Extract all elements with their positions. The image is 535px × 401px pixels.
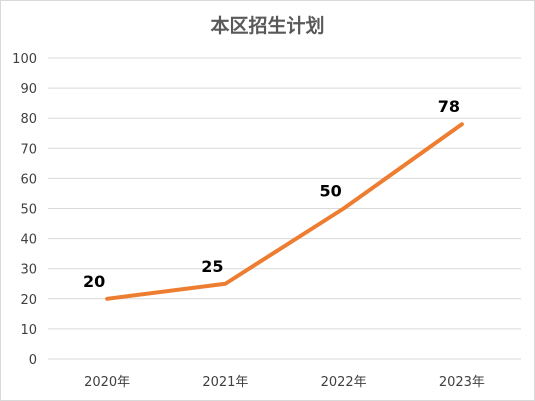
chart-title: 本区招生计划 [210, 15, 325, 37]
y-tick-label: 60 [20, 172, 37, 187]
gridlines [48, 57, 521, 360]
x-axis-tick-labels: 2020年 2021年 2022年 2023年 [84, 375, 485, 390]
y-tick-label: 80 [20, 112, 37, 127]
y-tick-label: 50 [20, 203, 37, 218]
y-tick-label: 30 [20, 263, 37, 278]
y-tick-label: 10 [20, 323, 37, 338]
y-tick-label: 90 [20, 82, 37, 97]
y-tick-label: 40 [20, 233, 37, 248]
y-tick-label: 70 [20, 142, 37, 157]
series-line [105, 122, 464, 301]
y-tick-label: 0 [29, 353, 37, 368]
data-labels: 20 25 50 78 [83, 97, 460, 291]
data-label: 50 [319, 182, 341, 201]
y-tick-label: 100 [12, 52, 37, 67]
x-tick-label: 2022年 [321, 375, 367, 390]
y-axis-tick-labels: 0 10 20 30 40 50 60 70 80 90 100 [12, 52, 37, 368]
x-tick-label: 2021年 [202, 375, 248, 390]
data-label: 78 [438, 97, 460, 116]
x-tick-label: 2020年 [84, 375, 130, 390]
data-label: 25 [201, 257, 223, 276]
data-label: 20 [83, 272, 105, 291]
series-layer [105, 122, 464, 301]
x-tick-label: 2023年 [439, 375, 485, 390]
y-tick-label: 20 [20, 293, 37, 308]
